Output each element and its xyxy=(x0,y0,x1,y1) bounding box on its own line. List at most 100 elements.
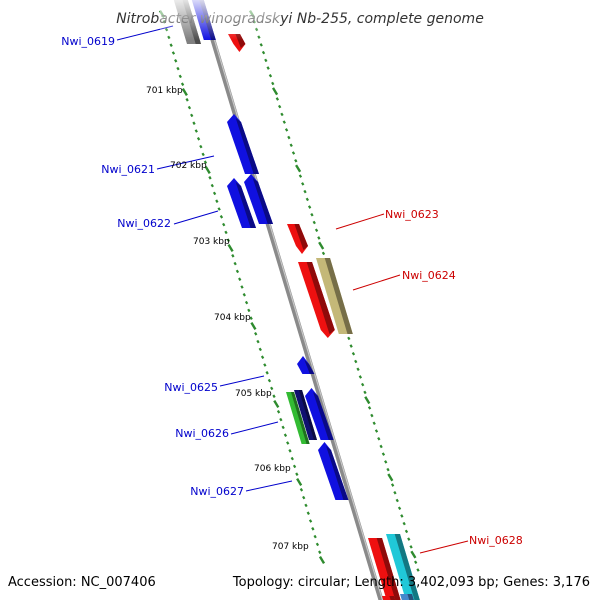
minus-strand-tick xyxy=(181,88,188,96)
accession-text: Accession: NC_007406 xyxy=(8,575,156,590)
kbp-labels: 701 kbp 702 kbp 703 kbp 704 kbp 705 kbp 706 k… xyxy=(146,86,309,552)
kbp-label: 703 kbp xyxy=(193,237,230,247)
gene-nwi-0625-shade xyxy=(304,360,315,374)
gene-nwi-0626-green xyxy=(286,392,310,444)
gene-nwi-0622-b xyxy=(244,174,273,224)
gene-label: Nwi_0624 xyxy=(402,269,456,282)
gene-label: Nwi_0621 xyxy=(101,163,155,176)
feature-bottom-red-shade xyxy=(389,596,396,600)
minus-strand-tick xyxy=(199,144,203,149)
feature-bottom-blue-shade xyxy=(407,594,414,600)
gene-nwi-0623 xyxy=(287,224,308,254)
minus-strand-tick xyxy=(176,66,180,71)
minus-strand-tick xyxy=(318,550,322,554)
plus-strand-tick xyxy=(402,521,406,526)
plus-strand-tick xyxy=(367,406,372,410)
plus-strand-tick xyxy=(386,467,390,472)
gene-label: Nwi_0619 xyxy=(61,35,115,48)
minus-strand-tick xyxy=(238,277,242,281)
minus-strand-tick xyxy=(313,534,317,539)
plus-strand-tick xyxy=(294,158,298,163)
minus-strand-tick xyxy=(169,43,173,47)
plus-strand-tick xyxy=(295,164,302,173)
minus-strand-tick xyxy=(288,449,292,453)
minus-strand-tick xyxy=(254,332,258,336)
minus-strand-tick xyxy=(185,98,189,102)
minus-strand-tick xyxy=(249,316,253,320)
plus-strand-tick xyxy=(354,359,358,364)
minus-strand-tick xyxy=(204,166,211,174)
plus-strand-tick xyxy=(317,236,321,240)
minus-strand-tick xyxy=(212,191,217,196)
minus-strand-tick xyxy=(233,261,237,266)
minus-strand-tick xyxy=(315,542,320,547)
feature-bottom-blue xyxy=(400,594,414,600)
kbp-label: 702 kbp xyxy=(170,161,207,171)
backbone-highlight xyxy=(201,0,384,600)
plus-strand-tick xyxy=(414,560,418,565)
gene-nwi-0628-cyan xyxy=(386,534,420,600)
minus-strand-tick xyxy=(242,293,246,297)
minus-strand-tick xyxy=(178,74,182,79)
gene-leader-line xyxy=(335,213,385,230)
plus-strand-tick xyxy=(404,529,409,534)
gene-nwi-0621-shade xyxy=(235,118,259,174)
gene-leader-line xyxy=(245,480,293,492)
minus-strand-tick xyxy=(311,527,315,531)
plus-strand-tick xyxy=(397,506,402,510)
plus-strand-tick xyxy=(305,197,309,202)
minus-strand-tick xyxy=(260,355,265,359)
plus-strand-tick xyxy=(314,228,319,232)
gene-label: Nwi_0627 xyxy=(190,485,244,498)
minus-strand-tick xyxy=(247,308,251,313)
plus-strand-tick xyxy=(271,87,279,96)
minus-strand-tick xyxy=(304,503,308,508)
gene-nwi-0624-olive-shade xyxy=(324,258,353,334)
plus-strand-tick xyxy=(261,50,266,55)
plus-strand-tick xyxy=(284,128,289,132)
gene-nwi-0626-blue xyxy=(305,388,334,440)
gene-label: Nwi_0628 xyxy=(469,534,523,547)
plus-strand-tick xyxy=(387,473,394,482)
plus-strand-tick xyxy=(271,81,275,86)
plus-strand-tick xyxy=(416,568,420,572)
minus-strand-tick xyxy=(273,400,280,408)
feature-bottom-red xyxy=(382,596,396,600)
gene-nwi-0626-navy-shade xyxy=(298,390,317,440)
plus-strand-tick xyxy=(407,537,411,541)
minus-strand-tick xyxy=(296,478,303,486)
minus-strand-tick xyxy=(292,464,297,469)
plus-strand-tick xyxy=(289,143,293,148)
gene-label: Nwi_0625 xyxy=(164,381,218,394)
gene-features xyxy=(173,0,420,600)
minus-strand-tick xyxy=(222,222,226,227)
plus-strand-tick xyxy=(268,74,273,78)
minus-strand-tick xyxy=(201,152,205,157)
plus-strand-tick xyxy=(358,375,363,379)
minus-strand-tick xyxy=(290,456,294,461)
minus-strand-tick xyxy=(180,82,185,86)
minus-strand-tick xyxy=(286,441,290,445)
plus-strand-tick xyxy=(301,182,305,186)
plus-strand-tick xyxy=(351,352,356,356)
kbp-label: 704 kbp xyxy=(214,313,251,323)
plus-strand-tick xyxy=(393,491,397,495)
plus-strand-tick xyxy=(409,545,413,549)
minus-strand-tick xyxy=(215,199,219,203)
minus-strand-tick xyxy=(219,215,224,219)
gene-nwi-0627 xyxy=(318,442,349,500)
gene-leader-line xyxy=(352,274,401,291)
plus-strand-tick xyxy=(361,382,365,387)
minus-strand-tick xyxy=(308,519,313,523)
minus-strand-tick xyxy=(217,207,221,211)
plus-strand-tick xyxy=(384,460,388,464)
minus-strand-tick xyxy=(190,113,194,118)
minus-strand-tick xyxy=(210,183,214,188)
plus-strand-tick xyxy=(347,336,351,341)
plus-strand-tick xyxy=(364,396,371,405)
gene-leader-line xyxy=(419,540,469,554)
gene-nwi-0626-navy xyxy=(294,390,317,440)
plus-strand-tick xyxy=(379,444,383,449)
gene-nwi-0622-a-shade xyxy=(235,182,256,228)
minus-strand-tick xyxy=(263,363,267,367)
